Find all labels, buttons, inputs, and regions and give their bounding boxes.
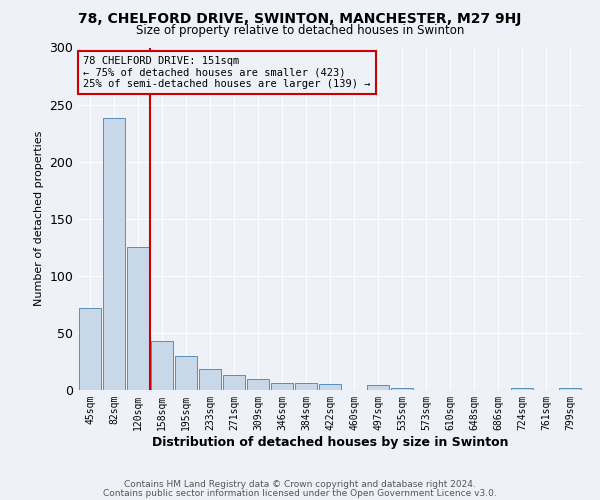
Text: Contains public sector information licensed under the Open Government Licence v3: Contains public sector information licen… xyxy=(103,488,497,498)
Bar xyxy=(367,386,389,390)
Bar xyxy=(127,248,149,390)
Text: Size of property relative to detached houses in Swinton: Size of property relative to detached ho… xyxy=(136,24,464,37)
Bar xyxy=(319,384,341,390)
Bar xyxy=(199,370,221,390)
Y-axis label: Number of detached properties: Number of detached properties xyxy=(34,131,44,306)
Bar xyxy=(559,388,581,390)
Bar xyxy=(79,308,101,390)
Bar xyxy=(151,341,173,390)
Text: 78 CHELFORD DRIVE: 151sqm
← 75% of detached houses are smaller (423)
25% of semi: 78 CHELFORD DRIVE: 151sqm ← 75% of detac… xyxy=(83,56,371,90)
Bar xyxy=(223,375,245,390)
Bar xyxy=(175,356,197,390)
Bar xyxy=(295,383,317,390)
Bar xyxy=(103,118,125,390)
Bar xyxy=(391,388,413,390)
Bar xyxy=(271,383,293,390)
X-axis label: Distribution of detached houses by size in Swinton: Distribution of detached houses by size … xyxy=(152,436,508,448)
Bar xyxy=(511,388,533,390)
Text: 78, CHELFORD DRIVE, SWINTON, MANCHESTER, M27 9HJ: 78, CHELFORD DRIVE, SWINTON, MANCHESTER,… xyxy=(79,12,521,26)
Text: Contains HM Land Registry data © Crown copyright and database right 2024.: Contains HM Land Registry data © Crown c… xyxy=(124,480,476,489)
Bar xyxy=(247,378,269,390)
